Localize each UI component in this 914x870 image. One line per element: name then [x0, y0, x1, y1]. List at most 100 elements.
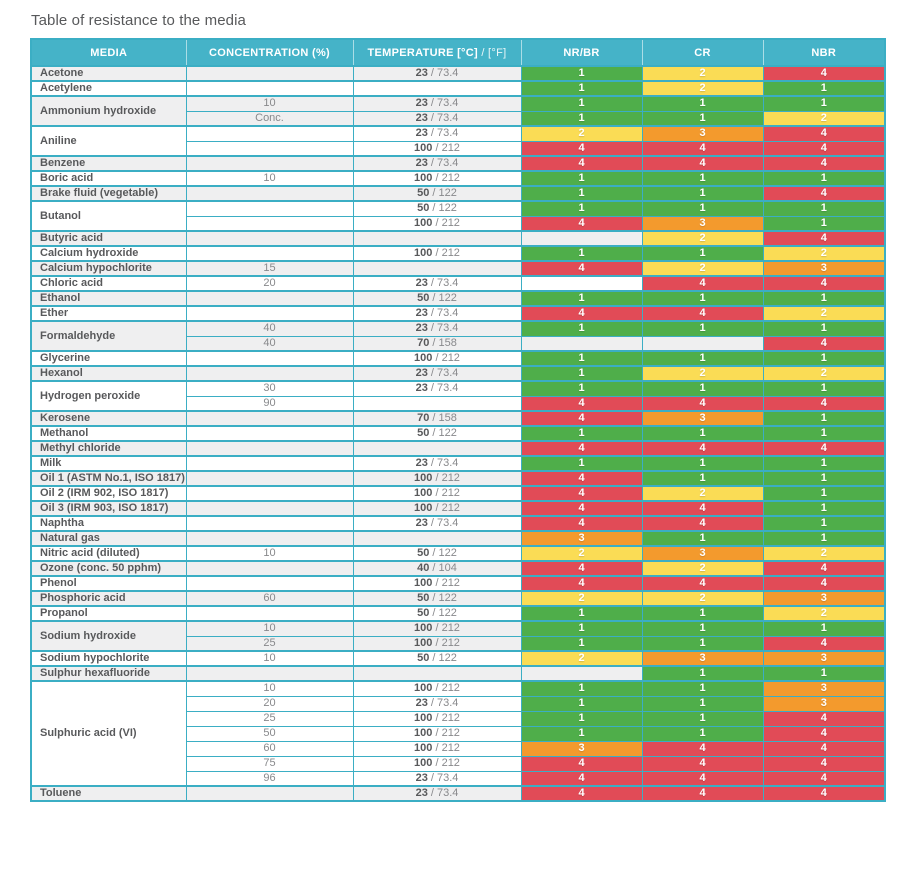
rating-cell-cr: 2 — [641, 560, 764, 577]
rating-cell-nrbr: 1 — [520, 170, 643, 187]
media-cell: Glycerine — [30, 350, 187, 367]
table-row: Kerosene 70 / 158 4 3 1 — [30, 410, 886, 427]
concentration-cell — [185, 65, 354, 82]
temp-fahrenheit: / 122 — [429, 202, 457, 215]
temperature-cell: 100 / 212 — [352, 575, 522, 592]
media-cell: Sodium hypochlorite — [30, 650, 187, 667]
rating-cell-cr: 3 — [641, 125, 764, 142]
temperature-cell: 100 / 212 — [352, 680, 522, 697]
table-row: 25 100 / 212 1 1 4 — [31, 710, 886, 727]
concentration-cell: 20 — [185, 695, 354, 712]
concentration-cell — [185, 485, 354, 502]
temp-fahrenheit: / 212 — [432, 727, 460, 739]
temp-celsius: 100 — [414, 487, 433, 499]
rating-cell-nbr: 4 — [762, 770, 886, 787]
rating-cell-nbr: 2 — [762, 245, 886, 262]
temperature-cell: 100 / 212 — [352, 470, 522, 487]
rating-cell-nbr: 4 — [762, 275, 886, 292]
concentration-cell — [185, 155, 354, 172]
temp-fahrenheit: / 73.4 — [427, 517, 459, 529]
rating-cell-cr: 1 — [641, 95, 764, 112]
rating-cell-cr: 1 — [641, 170, 764, 187]
concentration-cell: 30 — [185, 380, 354, 397]
temperature-cell: 100 / 212 — [352, 710, 522, 727]
temp-fahrenheit: / 122 — [429, 187, 457, 199]
temp-celsius: 23 — [415, 367, 428, 379]
page-title: Table of resistance to the media — [31, 12, 246, 29]
concentration-cell — [185, 425, 354, 442]
rating-cell-nbr: 1 — [762, 425, 886, 442]
table-row: Benzene 23 / 73.4 4 4 4 — [30, 155, 886, 172]
table-row: 100 / 212 4 4 4 — [31, 140, 886, 157]
temperature-cell: 23 / 73.4 — [352, 110, 522, 127]
rating-cell-cr: 4 — [641, 755, 764, 772]
temp-fahrenheit: / 73.4 — [427, 771, 459, 784]
temperature-cell: 23 / 73.4 — [352, 95, 522, 112]
media-cell: Methanol — [30, 425, 187, 442]
rating-cell-nrbr: 1 — [520, 245, 643, 262]
table-row: Acetone 23 / 73.4 1 2 4 — [30, 65, 886, 82]
temp-fahrenheit: / 212 — [432, 216, 460, 229]
rating-cell-nrbr: 4 — [520, 470, 643, 487]
temperature-cell — [352, 260, 522, 277]
table-row: Butyric acid 2 4 — [30, 230, 886, 247]
temperature-cell: 100 / 212 — [352, 140, 522, 157]
temp-fahrenheit: / 212 — [432, 141, 460, 154]
table-row: Calcium hydroxide 100 / 212 1 1 2 — [30, 245, 886, 262]
temp-fahrenheit: / 212 — [432, 247, 460, 259]
concentration-cell: 10 — [185, 620, 354, 637]
table-row: Milk 23 / 73.4 1 1 1 — [30, 455, 886, 472]
concentration-cell — [185, 560, 354, 577]
media-cell: Acetylene — [30, 80, 187, 97]
concentration-cell — [185, 200, 354, 217]
rating-cell-cr: 4 — [641, 500, 764, 517]
rating-cell-nrbr: 2 — [520, 650, 643, 667]
media-cell: Hexanol — [30, 365, 187, 382]
table-row: Oil 1 (ASTM No.1, ISO 1817) 100 / 212 4 1 1 — [30, 470, 886, 487]
concentration-cell — [185, 665, 354, 682]
temperature-cell — [352, 230, 522, 247]
temp-fahrenheit: / 122 — [429, 292, 457, 304]
media-cell: Acetone — [30, 65, 187, 82]
temp-celsius: 100 — [414, 636, 433, 649]
temperature-cell: 50 / 122 — [352, 545, 522, 562]
rating-cell-cr: 1 — [641, 185, 764, 202]
temperature-cell: 100 / 212 — [352, 725, 522, 742]
rating-cell-nrbr: 1 — [520, 455, 643, 472]
temp-fahrenheit: / 73.4 — [427, 697, 459, 709]
temp-celsius: 100 — [414, 502, 433, 514]
rating-cell-cr: 1 — [641, 200, 764, 217]
temp-celsius: 23 — [415, 307, 428, 319]
concentration-cell: 90 — [185, 395, 354, 412]
rating-cell-cr: 2 — [641, 485, 764, 502]
concentration-cell: 10 — [185, 170, 354, 187]
table-row: Formaldehyde 40 23 / 73.4 1 1 1 — [30, 320, 886, 352]
rating-cell-nrbr: 1 — [520, 65, 643, 82]
temperature-cell: 70 / 158 — [352, 410, 522, 427]
resistance-table: MEDIA CONCENTRATION (%) TEMPERATURE [°C]… — [30, 38, 886, 802]
temp-celsius: 23 — [415, 157, 428, 169]
table-row: Phosphoric acid 60 50 / 122 2 2 3 — [30, 590, 886, 607]
concentration-cell — [185, 350, 354, 367]
rating-cell-nrbr: 1 — [520, 185, 643, 202]
table-row: Nitric acid (diluted) 10 50 / 122 2 3 2 — [30, 545, 886, 562]
rating-cell-nbr: 1 — [762, 95, 886, 112]
rating-cell-cr: 4 — [641, 515, 764, 532]
temp-celsius: 100 — [414, 742, 433, 754]
rating-cell-nrbr: 4 — [520, 260, 643, 277]
temp-celsius: 23 — [415, 111, 428, 124]
rating-cell-nbr: 4 — [762, 125, 886, 142]
rating-cell-nbr: 3 — [762, 590, 886, 607]
table-row: Phenol 100 / 212 4 4 4 — [30, 575, 886, 592]
media-cell: Ammonium hydroxide — [30, 95, 187, 127]
concentration-cell — [185, 515, 354, 532]
rating-cell-nrbr: 3 — [520, 530, 643, 547]
media-cell: Brake fluid (vegetable) — [30, 185, 187, 202]
temperature-cell: 100 / 212 — [352, 215, 522, 232]
temp-celsius: 100 — [414, 172, 433, 184]
rating-cell-nbr: 3 — [762, 650, 886, 667]
table-row: Sodium hydroxide 10 100 / 212 1 1 1 — [30, 620, 886, 652]
rating-cell-cr: 1 — [641, 725, 764, 742]
rating-cell-cr — [641, 335, 764, 352]
concentration-cell: 60 — [185, 590, 354, 607]
